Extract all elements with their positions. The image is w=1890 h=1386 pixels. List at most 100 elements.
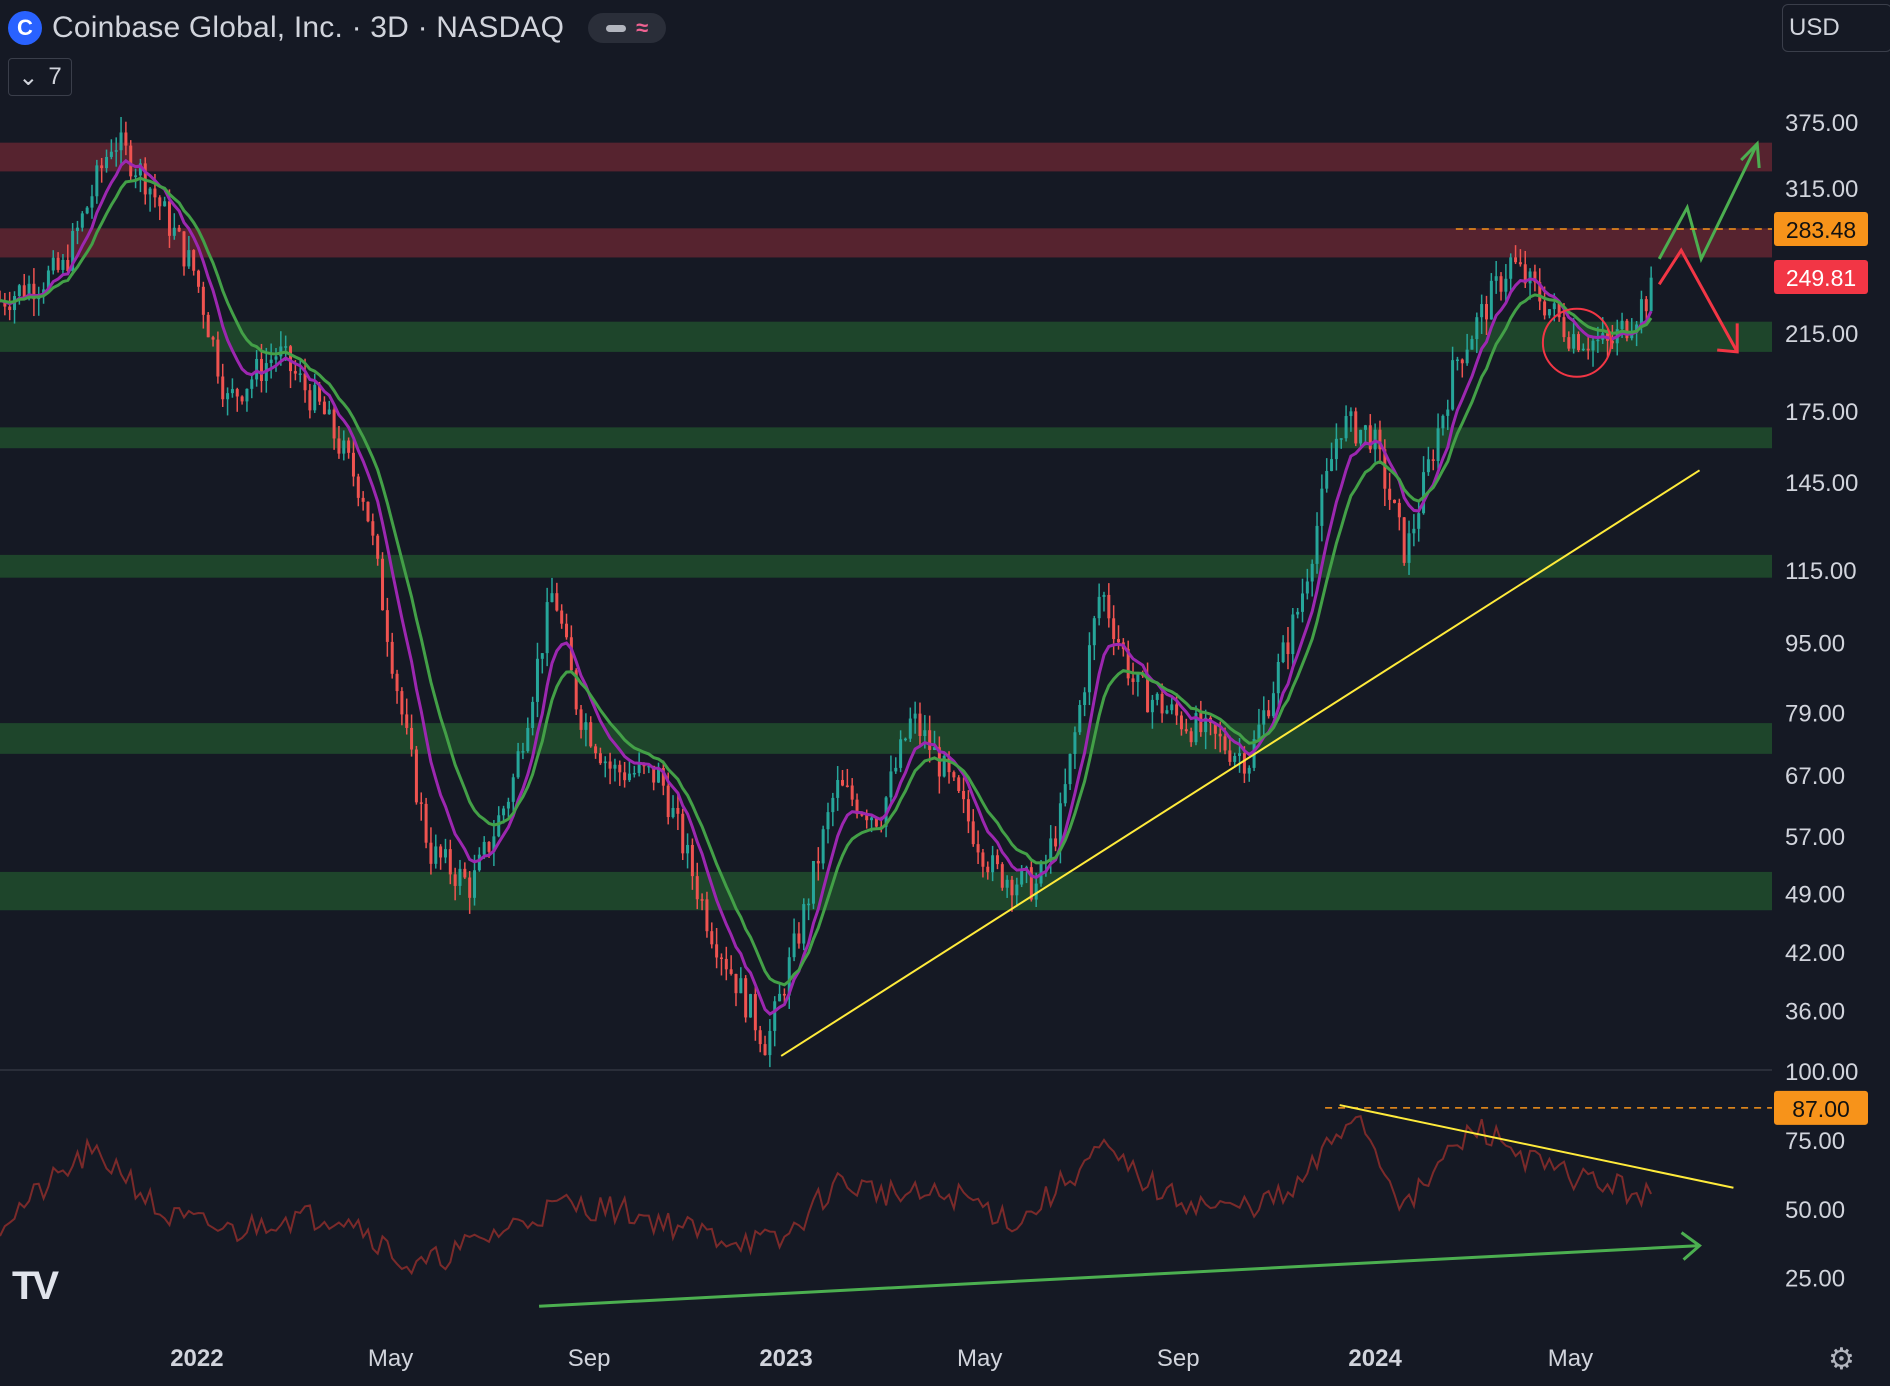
price-axis-tick-4: 145.00 [1785, 470, 1858, 497]
candle-body [371, 521, 375, 536]
candle-body [1049, 838, 1053, 862]
candle-body [226, 393, 230, 400]
ascending-trendline [780, 469, 1701, 1057]
price-axis-tick-8: 67.00 [1785, 763, 1845, 790]
price-label-bg-1 [1774, 259, 1868, 294]
candle-body [405, 714, 409, 728]
candle-body [1528, 271, 1532, 284]
candle-body [158, 197, 162, 207]
candle-body [1257, 724, 1261, 740]
candle-body [889, 771, 893, 798]
indicators-collapse-button[interactable]: ⌄ 7 [8, 58, 72, 96]
candle-body [177, 227, 181, 232]
candle-body [1117, 639, 1121, 643]
tradingview-logo-icon[interactable]: TV [12, 1264, 59, 1308]
candle-body [995, 855, 999, 865]
candle-body [923, 730, 927, 737]
candle-body [448, 849, 452, 875]
candle-body [918, 713, 922, 737]
candle-body [710, 931, 714, 945]
candle-body [1020, 868, 1024, 885]
candle-body [221, 376, 225, 400]
candle-body [526, 727, 530, 752]
candle-body [284, 346, 288, 348]
candle-body [1286, 642, 1290, 655]
candle-body [506, 801, 510, 809]
candle-body [569, 637, 573, 671]
candle-body [753, 994, 757, 1031]
candle-body [763, 1044, 767, 1056]
candle-body [758, 1030, 762, 1045]
candle-body [259, 358, 263, 381]
candle-body [1349, 411, 1353, 417]
time-axis-tick-1: May [368, 1345, 413, 1372]
indicator-visibility-toggle[interactable]: ≈ [588, 13, 667, 43]
candle-body [1557, 303, 1561, 318]
candle-body [632, 772, 636, 775]
candle-body [182, 231, 186, 267]
price-axis-tick-5: 115.00 [1785, 558, 1857, 585]
candle-body [903, 738, 907, 741]
candle-body [627, 773, 631, 781]
candle-body [1344, 416, 1348, 439]
candle-body [1107, 594, 1111, 619]
settings-gear-icon[interactable]: ⚙ [1828, 1343, 1855, 1376]
candle-body [971, 821, 975, 845]
candle-body [749, 994, 753, 1018]
candle-body [51, 257, 55, 271]
candle-body [414, 749, 418, 803]
candle-body [991, 855, 995, 873]
candle-body [1054, 838, 1058, 847]
candle-body [502, 808, 506, 816]
candle-body [734, 973, 738, 994]
candle-body [1552, 303, 1556, 310]
candle-body [1407, 533, 1411, 563]
candle-body [831, 797, 835, 813]
candle-body [255, 358, 259, 380]
candle-body [1354, 411, 1358, 444]
coinbase-logo-icon: C [8, 11, 42, 45]
candle-body [385, 610, 389, 642]
rsi-level-label-bg [1774, 1090, 1868, 1125]
currency-selector[interactable]: USD [1782, 4, 1890, 52]
candle-body [1368, 425, 1372, 450]
candle-body [1325, 470, 1329, 489]
resistance-zone-0 [0, 142, 1772, 172]
candle-body [167, 201, 171, 236]
price-label-bg-0 [1774, 212, 1868, 247]
support-retest-circle [1541, 307, 1612, 378]
candle-body [773, 1001, 777, 1031]
time-axis-tick-5: Sep [1157, 1345, 1200, 1372]
candle-body [1446, 409, 1450, 416]
candle-body [579, 709, 583, 730]
candle-body [250, 379, 254, 389]
candle-body [1639, 299, 1643, 325]
candle-body [61, 259, 65, 270]
candle-body [1320, 488, 1324, 526]
candle-body [1179, 715, 1183, 730]
price-axis-tick-3: 175.00 [1785, 399, 1858, 426]
symbol-title[interactable]: Coinbase Global, Inc. · 3D · NASDAQ [52, 11, 565, 44]
candle-body [1063, 784, 1067, 804]
candle-body [308, 390, 312, 411]
eye-off-icon [606, 24, 627, 32]
candle-body [1005, 879, 1009, 888]
candle-body [410, 727, 414, 750]
candle-body [1518, 262, 1522, 265]
candle-body [1305, 581, 1309, 594]
price-axis-tick-7: 79.00 [1785, 700, 1845, 727]
candle-body [206, 314, 210, 338]
candle-body [719, 957, 723, 959]
candle-body [807, 903, 811, 906]
candle-body [729, 969, 733, 974]
price-axis-tick-1: 315.00 [1785, 176, 1858, 203]
candle-body [482, 841, 486, 855]
candle-body [1581, 348, 1585, 351]
rsi-axis-tick-3: 25.00 [1785, 1266, 1845, 1293]
candle-body [27, 283, 31, 298]
candle-body [613, 764, 617, 769]
candle-body [1228, 750, 1232, 762]
candle-body [1397, 502, 1401, 518]
candle-body [1170, 704, 1174, 711]
